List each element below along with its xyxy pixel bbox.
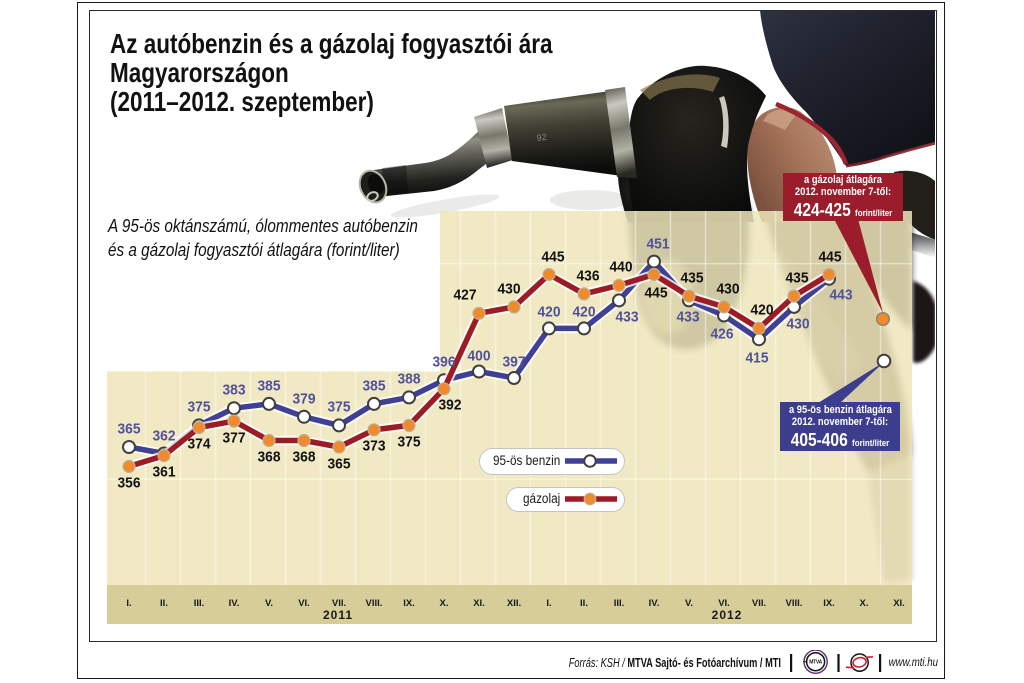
svg-text:MTVA: MTVA <box>809 660 822 666</box>
svg-text:92: 92 <box>536 132 547 143</box>
